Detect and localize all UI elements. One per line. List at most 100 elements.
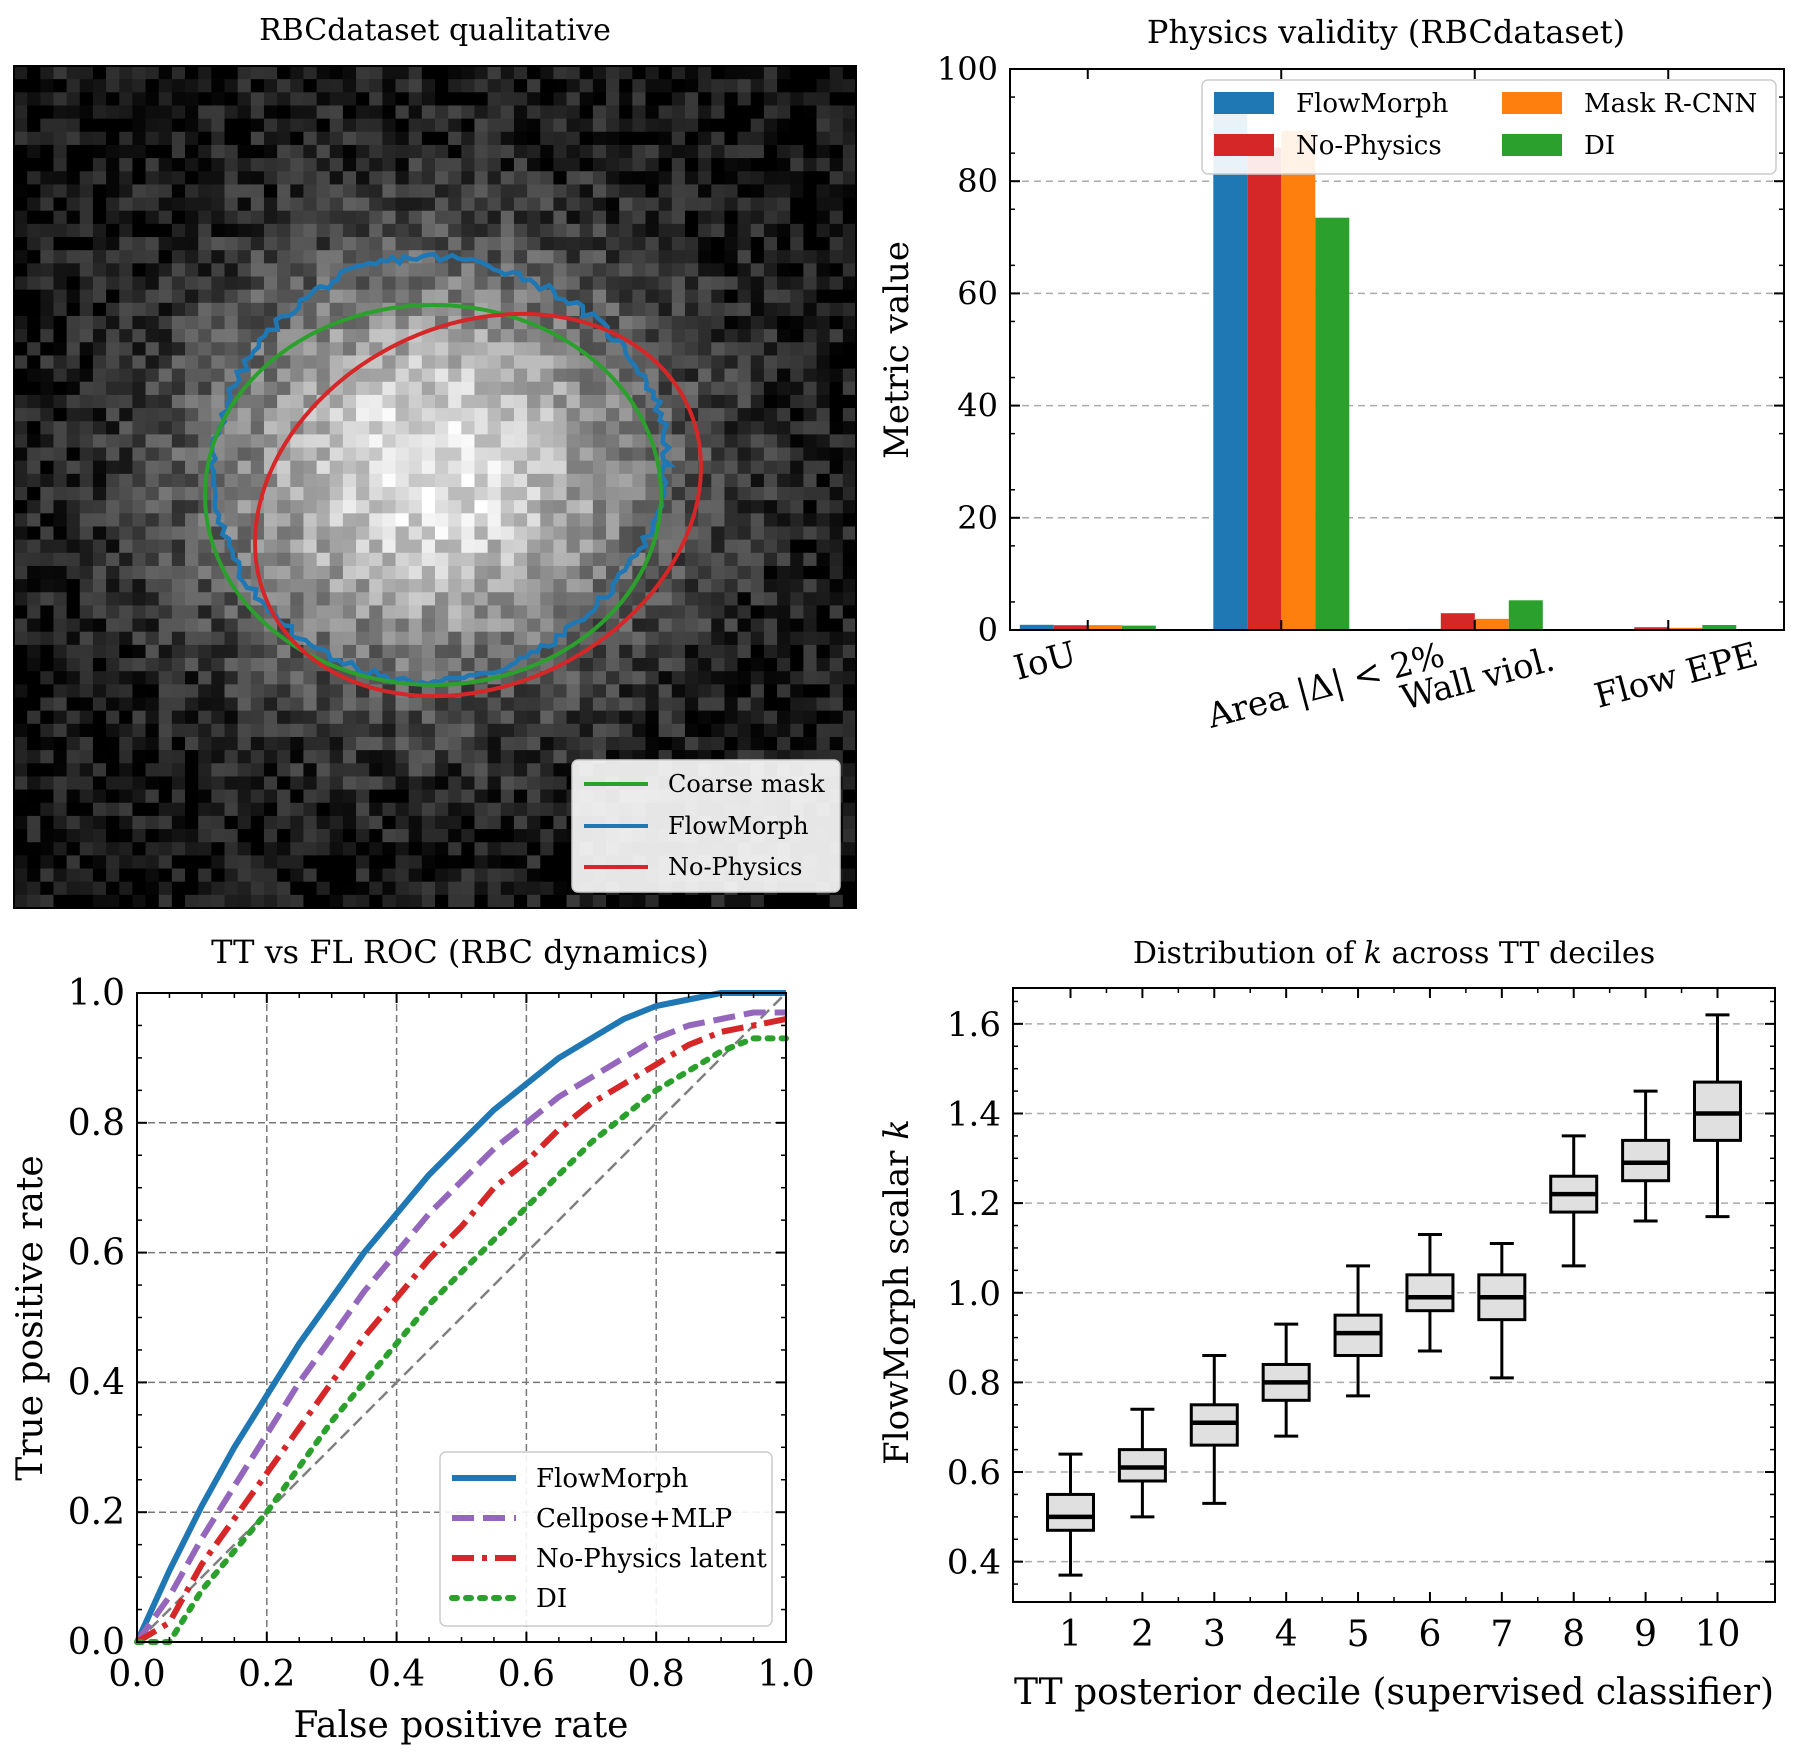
box-decile-8 <box>1549 1134 1599 1268</box>
bar <box>1053 625 1088 630</box>
bar <box>1634 627 1669 630</box>
box-y-tick-label: 1.2 <box>947 1184 1001 1224</box>
box-x-tick-label: 7 <box>1490 1614 1513 1655</box>
bar <box>1315 217 1350 630</box>
bar <box>1440 613 1475 630</box>
roc-y-tick-label: 0.6 <box>68 1233 125 1274</box>
box-x-tick-label: 5 <box>1347 1614 1370 1655</box>
bar <box>1668 627 1703 630</box>
bar-legend-entry: DI <box>1502 131 1615 161</box>
box-decile-1 <box>1046 1452 1096 1577</box>
roc-x-tick-label: 0.0 <box>108 1654 165 1695</box>
bar-legend-entry: No-Physics <box>1214 131 1442 161</box>
box-x-tick-label: 10 <box>1695 1614 1741 1655</box>
box-decile-6 <box>1405 1232 1455 1353</box>
roc-legend-entry: DI <box>449 1584 567 1614</box>
roc-legend-label: Cellpose+MLP <box>536 1504 732 1534</box>
bar-legend-label: No-Physics <box>1296 131 1442 161</box>
bar <box>1474 618 1509 630</box>
contour-coarse-mask <box>203 303 663 687</box>
box-x-axis-label: TT posterior decile (supervised classifi… <box>1014 1672 1774 1713</box>
panel-qualitative: RBCdataset qualitative Coarse mask FlowM… <box>13 13 857 909</box>
roc-legend-entry: No-Physics latent <box>452 1544 767 1574</box>
roc-x-tick-label: 0.8 <box>628 1654 685 1695</box>
bar-legend-entry: Mask R-CNN <box>1502 89 1757 119</box>
bar-y-tick-label: 100 <box>937 50 998 88</box>
bar-legend-swatch <box>1502 134 1562 156</box>
roc-curve <box>134 1035 789 1645</box>
roc-curve <box>134 1009 786 1644</box>
panel-b-title: Physics validity (RBCdataset) <box>1147 13 1625 51</box>
box-y-tick-label: 0.8 <box>947 1363 1001 1403</box>
roc-x-axis-label: False positive rate <box>294 1705 629 1746</box>
roc-y-tick-label: 0.0 <box>68 1622 125 1663</box>
roc-y-tick-label: 0.2 <box>68 1492 125 1533</box>
bar <box>1087 625 1122 630</box>
bar-marks <box>1019 113 1737 630</box>
roc-legend-label: No-Physics latent <box>536 1544 767 1574</box>
box-x-tick-label: 6 <box>1418 1614 1441 1655</box>
bar-legend-swatch <box>1502 92 1562 114</box>
box-x-tick-label: 1 <box>1059 1614 1082 1655</box>
box-y-tick-label: 0.4 <box>947 1543 1001 1583</box>
legend-label-no-physics: No-Physics <box>668 853 802 881</box>
bar-legend: FlowMorph Mask R-CNN No-Physics DI <box>1201 79 1777 175</box>
bar-y-tick-label: 20 <box>957 499 998 537</box>
bar-legend-entry: FlowMorph <box>1214 89 1449 119</box>
legend-entry-flowmorph: FlowMorph <box>584 812 809 840</box>
box-iqr <box>1046 1492 1096 1532</box>
bar-y-tick-label: 80 <box>957 162 998 200</box>
bar <box>1019 624 1054 630</box>
box-ticks: 0.4 0.6 0.8 1.0 1.2 1.4 1.6 1 2 3 4 5 6 7 8 9 10 <box>947 988 1775 1655</box>
bar-y-tick-label: 40 <box>957 387 998 425</box>
roc-curve <box>135 1016 787 1645</box>
cell-image <box>14 66 857 909</box>
legend-label-coarse-mask: Coarse mask <box>668 770 825 798</box>
bar-legend-label: Mask R-CNN <box>1584 89 1757 119</box>
box-x-tick-label: 3 <box>1203 1614 1226 1655</box>
box-decile-5 <box>1333 1264 1383 1398</box>
box-y-tick-label: 1.4 <box>947 1094 1001 1134</box>
panel-c-title: TT vs FL ROC (RBC dynamics) <box>211 933 709 971</box>
legend-entry-no-physics: No-Physics <box>584 853 802 881</box>
roc-chance-diagonal <box>136 992 787 1643</box>
panel-a-title: RBCdataset qualitative <box>259 13 611 48</box>
contour-no-physics <box>253 311 703 699</box>
roc-ticks: 0.0 0.2 0.4 0.6 0.8 1.0 0.0 0.2 0.4 0.6 0.8 1.0 <box>68 973 815 1695</box>
roc-y-tick-label: 1.0 <box>68 973 125 1014</box>
legend-qualitative: Coarse mask FlowMorph No-Physics <box>571 759 841 893</box>
panel-physics-validity: Physics validity (RBCdataset) 0 20 40 60 80 1… <box>877 13 1785 737</box>
roc-y-tick-label: 0.8 <box>68 1103 125 1144</box>
roc-curves <box>134 990 789 1645</box>
roc-y-axis-label: True positive rate <box>10 1155 51 1480</box>
bar <box>1281 130 1316 630</box>
box-marks <box>1046 1013 1742 1577</box>
box-x-tick-label: 8 <box>1562 1614 1585 1655</box>
bar <box>1121 625 1156 630</box>
bar-y-tick-label: 60 <box>957 274 998 312</box>
contours <box>203 251 703 699</box>
box-decile-2 <box>1117 1407 1167 1519</box>
box-decile-7 <box>1477 1241 1527 1380</box>
roc-y-tick-label: 0.4 <box>68 1362 125 1403</box>
legend-entry-coarse-mask: Coarse mask <box>584 770 825 798</box>
box-x-tick-label: 9 <box>1634 1614 1657 1655</box>
legend-label-flowmorph: FlowMorph <box>668 812 809 840</box>
box-y-tick-label: 1.6 <box>947 1005 1001 1045</box>
bar-legend-swatch <box>1214 134 1274 156</box>
roc-x-tick-label: 0.4 <box>368 1654 425 1695</box>
roc-legend-label: DI <box>536 1584 567 1614</box>
roc-legend-entry: FlowMorph <box>452 1464 689 1494</box>
bar-legend-label: FlowMorph <box>1296 89 1449 119</box>
roc-curve <box>134 990 786 1644</box>
panel-d-title: Distribution of k across TT deciles <box>1133 936 1655 971</box>
roc-x-tick-label: 0.2 <box>238 1654 295 1695</box>
bar <box>1702 625 1737 630</box>
roc-legend-entry: Cellpose+MLP <box>452 1504 732 1534</box>
contour-flowmorph <box>207 251 677 687</box>
bar <box>1213 113 1248 630</box>
bar <box>1247 147 1282 630</box>
bar <box>1508 600 1543 630</box>
box-iqr <box>1405 1273 1455 1313</box>
